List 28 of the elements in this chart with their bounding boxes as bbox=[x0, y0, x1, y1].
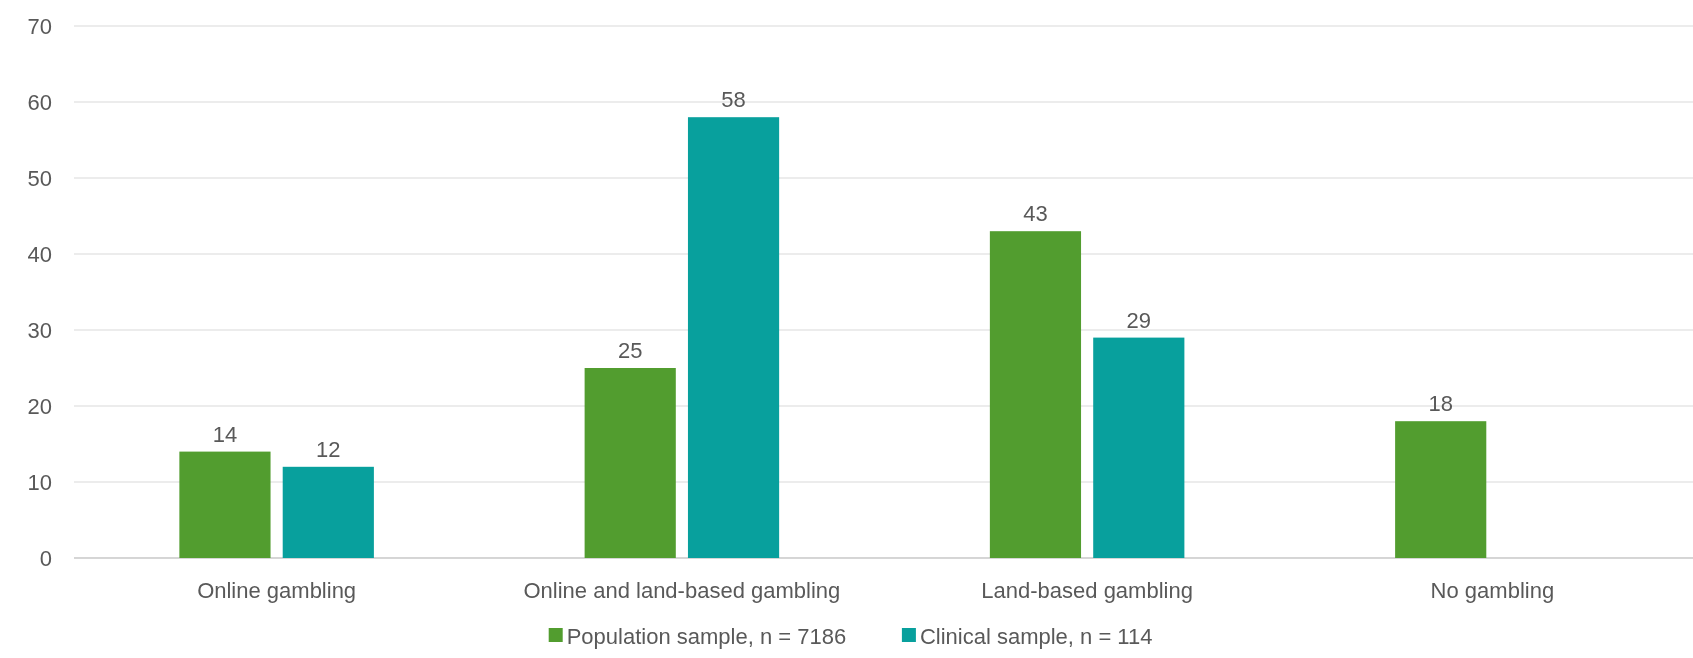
bar bbox=[687, 117, 780, 558]
y-tick-label: 10 bbox=[27, 469, 52, 495]
y-tick-label: 70 bbox=[27, 13, 52, 39]
data-label: 29 bbox=[1126, 307, 1152, 333]
bar bbox=[1395, 421, 1487, 558]
data-label: 43 bbox=[1023, 201, 1048, 227]
data-label: 14 bbox=[212, 421, 238, 447]
bar bbox=[282, 466, 374, 558]
data-label: 18 bbox=[1428, 391, 1453, 417]
y-tick-label: 30 bbox=[27, 317, 52, 343]
data-label: 25 bbox=[617, 338, 643, 363]
x-tick-label: Online gambling bbox=[197, 578, 357, 603]
bar bbox=[989, 231, 1082, 558]
y-tick-label: 60 bbox=[27, 89, 52, 115]
data-label: 58 bbox=[721, 87, 746, 113]
bar bbox=[584, 368, 676, 558]
y-tick-label: 20 bbox=[27, 393, 52, 419]
bar bbox=[1093, 337, 1185, 558]
x-tick-label: Land-based gambling bbox=[981, 578, 1193, 603]
y-tick-label: 40 bbox=[27, 241, 52, 267]
y-tick-label: 50 bbox=[27, 165, 52, 191]
data-label: 12 bbox=[316, 436, 341, 462]
x-tick-label: No gambling bbox=[1430, 578, 1555, 603]
legend-label: Clinical sample, n = 114 bbox=[919, 623, 1153, 649]
x-tick-label: Online and land-based gambling bbox=[523, 578, 841, 603]
legend-label: Population sample, n = 7186 bbox=[566, 623, 847, 649]
bar bbox=[179, 451, 271, 558]
y-tick-label: 0 bbox=[39, 545, 52, 571]
